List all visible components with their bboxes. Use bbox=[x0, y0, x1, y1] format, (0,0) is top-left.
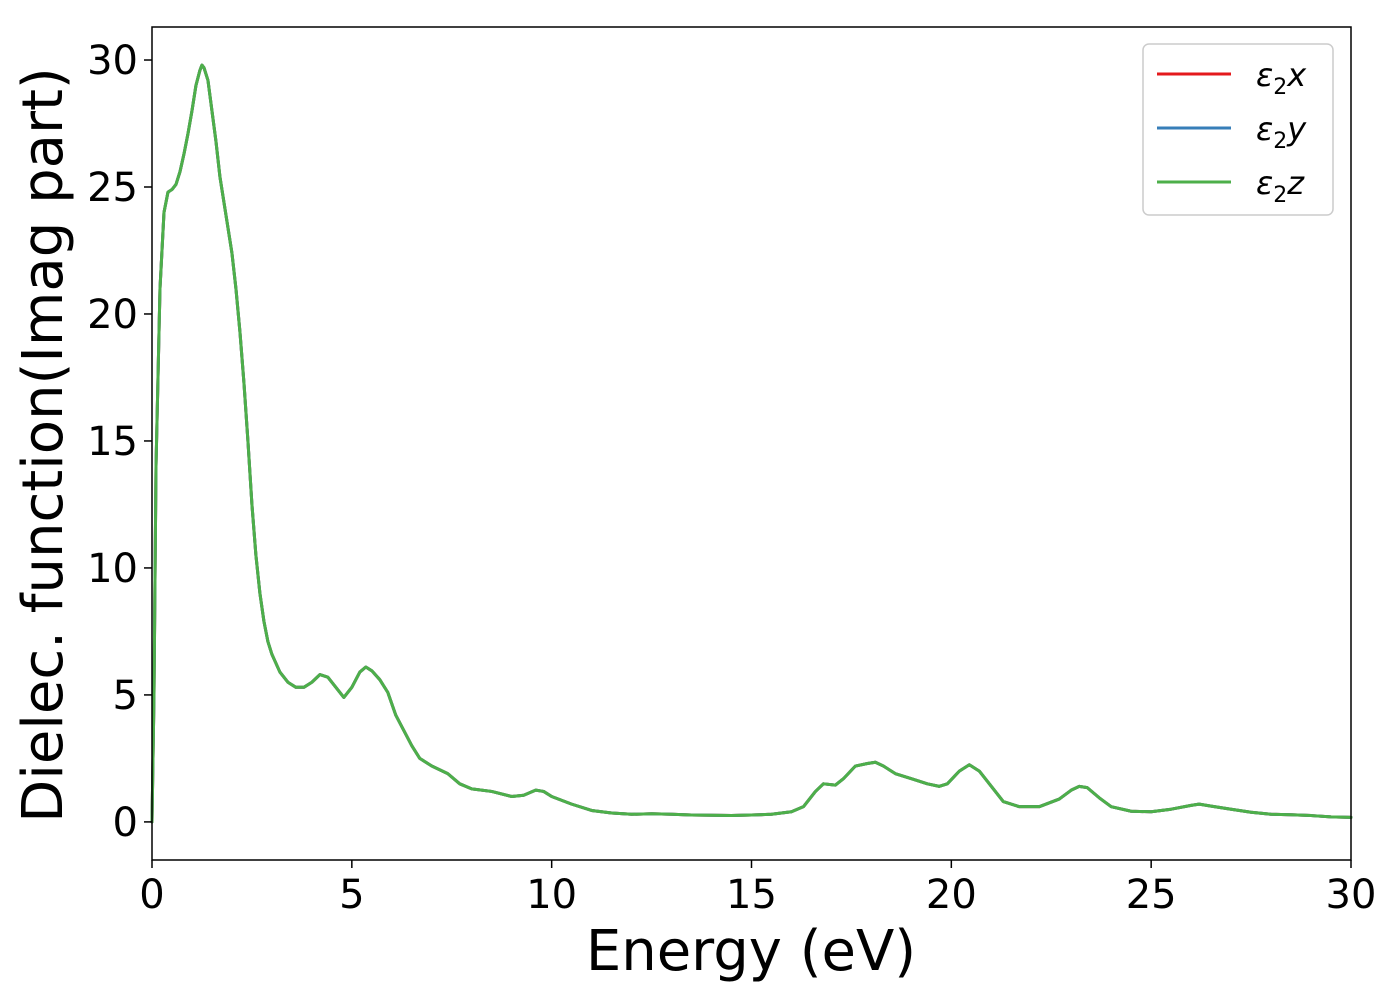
legend-label-3: ε2z bbox=[1256, 164, 1305, 208]
x-tick-label: 20 bbox=[926, 872, 977, 918]
x-tick-label: 5 bbox=[339, 872, 364, 918]
legend: ε2x ε2y ε2z bbox=[1142, 43, 1334, 216]
y-tick-label: 10 bbox=[87, 546, 138, 592]
y-tick-label: 0 bbox=[113, 800, 138, 846]
y-axis: 0 5 10 15 20 25 30 bbox=[87, 38, 152, 846]
y-tick-label: 5 bbox=[113, 673, 138, 719]
x-tick-label: 25 bbox=[1126, 872, 1177, 918]
x-tick-label: 15 bbox=[726, 872, 777, 918]
series-layer bbox=[150, 63, 1353, 824]
x-tick-label: 30 bbox=[1326, 872, 1377, 918]
x-tick-label: 10 bbox=[526, 872, 577, 918]
y-tick-label: 30 bbox=[87, 38, 138, 84]
y-axis-title: Dielec. function(Imag part) bbox=[11, 67, 76, 823]
y-tick-label: 20 bbox=[87, 292, 138, 338]
legend-label-1: ε2x bbox=[1256, 56, 1307, 100]
x-tick-label: 0 bbox=[139, 872, 164, 918]
y-tick-label: 15 bbox=[87, 419, 138, 465]
series-line-3 bbox=[150, 63, 1353, 824]
y-tick-label: 25 bbox=[87, 165, 138, 211]
legend-label-2: ε2y bbox=[1256, 110, 1307, 154]
x-axis: 0 5 10 15 20 25 30 bbox=[139, 860, 1376, 918]
legend-box bbox=[1142, 43, 1334, 216]
x-axis-title: Energy (eV) bbox=[586, 919, 916, 984]
